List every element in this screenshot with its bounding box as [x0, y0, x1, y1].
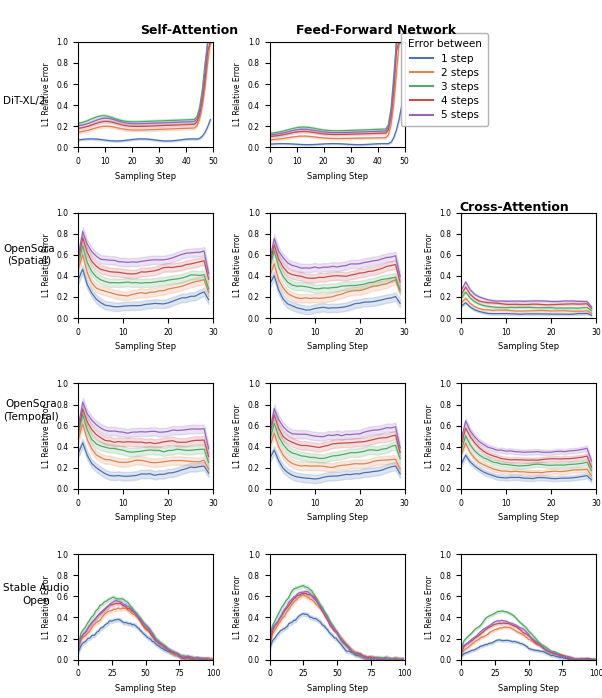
- Y-axis label: L1 Relative Error: L1 Relative Error: [42, 575, 51, 639]
- X-axis label: Sampling Step: Sampling Step: [498, 684, 559, 693]
- X-axis label: Sampling Step: Sampling Step: [115, 513, 176, 522]
- Y-axis label: L1 Relative Error: L1 Relative Error: [234, 63, 243, 126]
- Text: OpenSora
(Temporal): OpenSora (Temporal): [3, 399, 59, 422]
- X-axis label: Sampling Step: Sampling Step: [306, 513, 368, 522]
- X-axis label: Sampling Step: Sampling Step: [498, 342, 559, 351]
- X-axis label: Sampling Step: Sampling Step: [498, 513, 559, 522]
- Y-axis label: L1 Relative Error: L1 Relative Error: [42, 234, 51, 297]
- Text: OpenSora
(Spatial): OpenSora (Spatial): [3, 244, 55, 266]
- X-axis label: Sampling Step: Sampling Step: [115, 684, 176, 693]
- Text: Stable Audio
Open: Stable Audio Open: [3, 584, 69, 606]
- Text: Self-Attention: Self-Attention: [141, 24, 238, 38]
- X-axis label: Sampling Step: Sampling Step: [306, 684, 368, 693]
- Y-axis label: L1 Relative Error: L1 Relative Error: [234, 404, 243, 468]
- X-axis label: Sampling Step: Sampling Step: [306, 172, 368, 181]
- Y-axis label: L1 Relative Error: L1 Relative Error: [42, 63, 51, 126]
- X-axis label: Sampling Step: Sampling Step: [115, 172, 176, 181]
- Y-axis label: L1 Relative Error: L1 Relative Error: [425, 404, 434, 468]
- Y-axis label: L1 Relative Error: L1 Relative Error: [42, 404, 51, 468]
- Text: Feed-Forward Network: Feed-Forward Network: [296, 24, 456, 38]
- Text: Cross-Attention: Cross-Attention: [460, 201, 569, 214]
- X-axis label: Sampling Step: Sampling Step: [306, 342, 368, 351]
- Y-axis label: L1 Relative Error: L1 Relative Error: [234, 234, 243, 297]
- Legend: 1 step, 2 steps, 3 steps, 4 steps, 5 steps: 1 step, 2 steps, 3 steps, 4 steps, 5 ste…: [402, 33, 488, 126]
- Y-axis label: L1 Relative Error: L1 Relative Error: [425, 234, 434, 297]
- Y-axis label: L1 Relative Error: L1 Relative Error: [234, 575, 243, 639]
- X-axis label: Sampling Step: Sampling Step: [115, 342, 176, 351]
- Text: DiT-XL/2: DiT-XL/2: [3, 96, 46, 106]
- Y-axis label: L1 Relative Error: L1 Relative Error: [425, 575, 434, 639]
